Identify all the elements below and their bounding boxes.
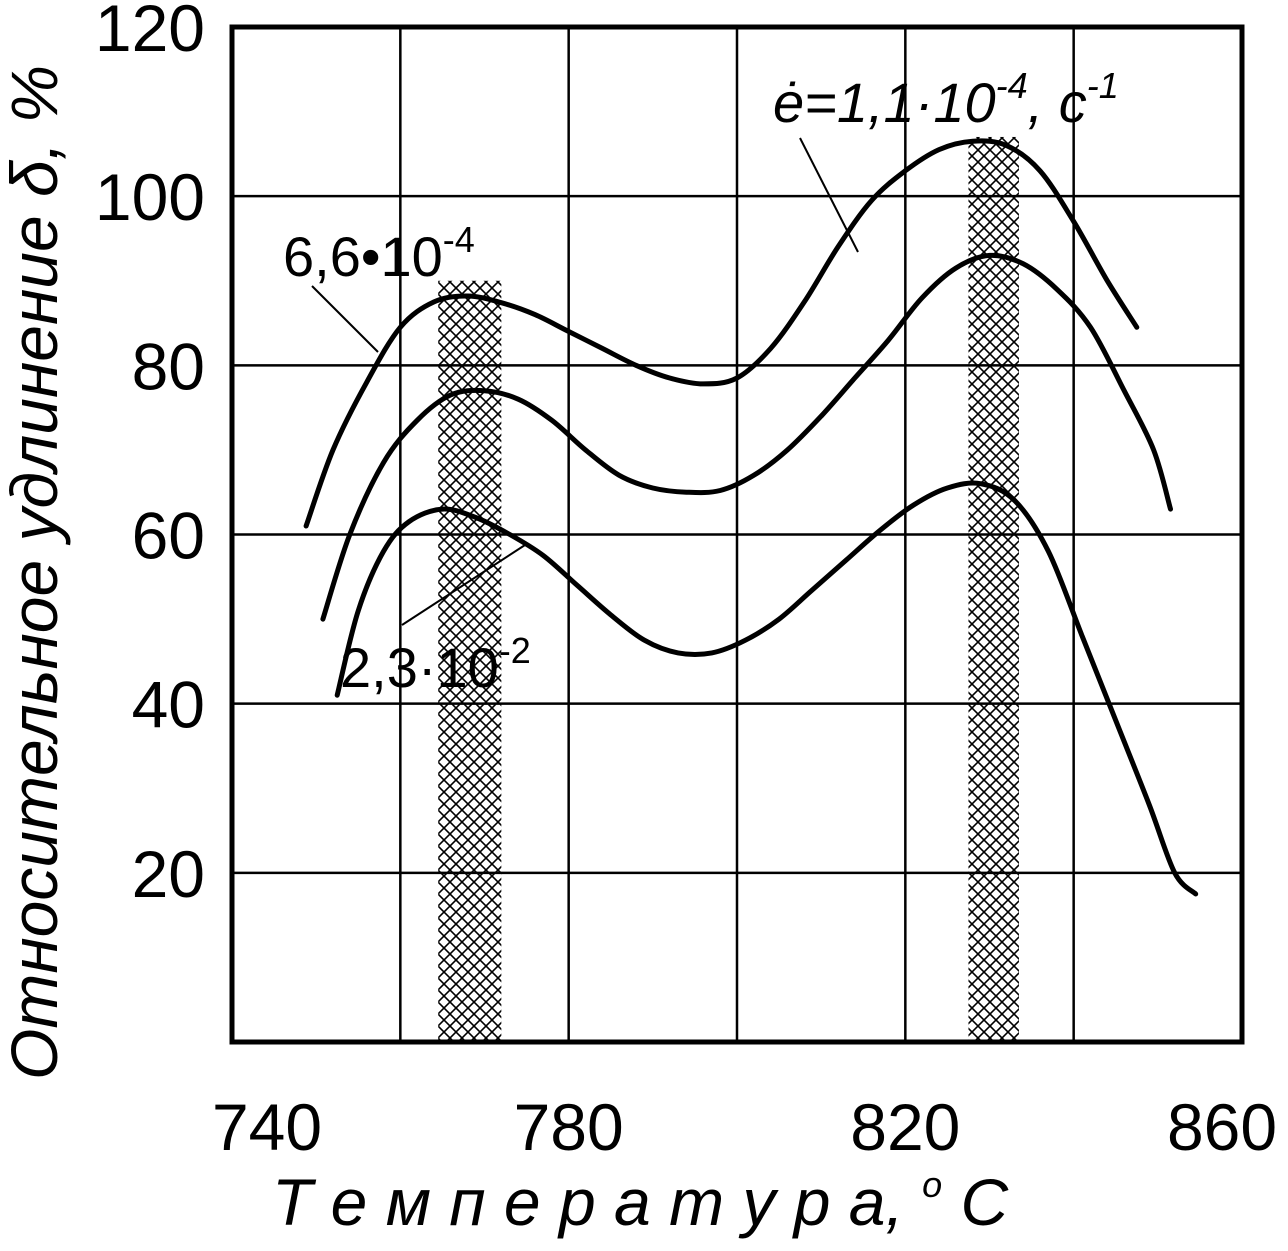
x-axis-title: Т е м п е р а т у р а, o C: [272, 1137, 1010, 1239]
y-axis-title: Относительное удлинение δ, %: [0, 65, 71, 1080]
y-tick-labels: 20 40 60 80 100 120: [95, 0, 205, 911]
series-curve-3: [334, 480, 1199, 897]
y-tick-label: 40: [132, 668, 205, 742]
annotation-left-curve: 6,6•10-4: [283, 219, 475, 288]
x-tick-labels: 740 780 820 860: [212, 1090, 1277, 1164]
annotation-top-curve: ė=1,1·10-4, с-1: [773, 65, 1119, 134]
data-curves: [303, 138, 1199, 897]
highlight-band-2: [968, 136, 1019, 1043]
y-tick-label: 60: [132, 499, 205, 573]
highlight-bands: [438, 136, 1019, 1043]
x-tick-label: 860: [1167, 1090, 1277, 1164]
y-tick-label: 100: [95, 160, 205, 234]
grid-lines: [232, 27, 1242, 1042]
highlight-band-1: [438, 280, 502, 1042]
x-tick-label: 780: [514, 1090, 624, 1164]
y-tick-label: 120: [95, 0, 205, 65]
annotation-bottom-curve: 2,3·10-2: [340, 630, 531, 699]
y-tick-label: 20: [132, 837, 205, 911]
y-tick-label: 80: [132, 329, 205, 403]
series-curve-2: [320, 252, 1173, 622]
leader-line-bottom: [401, 544, 526, 626]
leader-line-top: [799, 137, 859, 253]
series-curve-1: [303, 138, 1140, 529]
x-tick-label: 740: [212, 1090, 322, 1164]
leader-line-left: [311, 285, 379, 353]
x-tick-label: 820: [850, 1090, 960, 1164]
plot-frame: [229, 24, 1245, 1045]
